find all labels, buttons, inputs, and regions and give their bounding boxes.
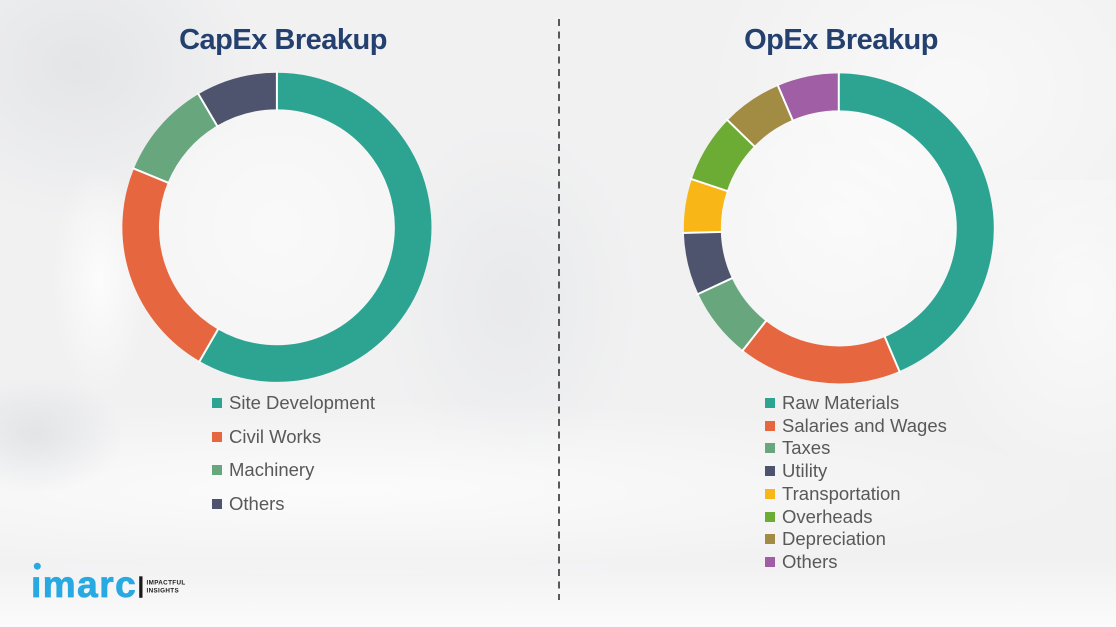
svg-text:INSIGHTS: INSIGHTS [147, 588, 180, 595]
svg-text:ımarc: ımarc [31, 564, 137, 605]
svg-text:IMPACTFUL: IMPACTFUL [147, 580, 186, 587]
